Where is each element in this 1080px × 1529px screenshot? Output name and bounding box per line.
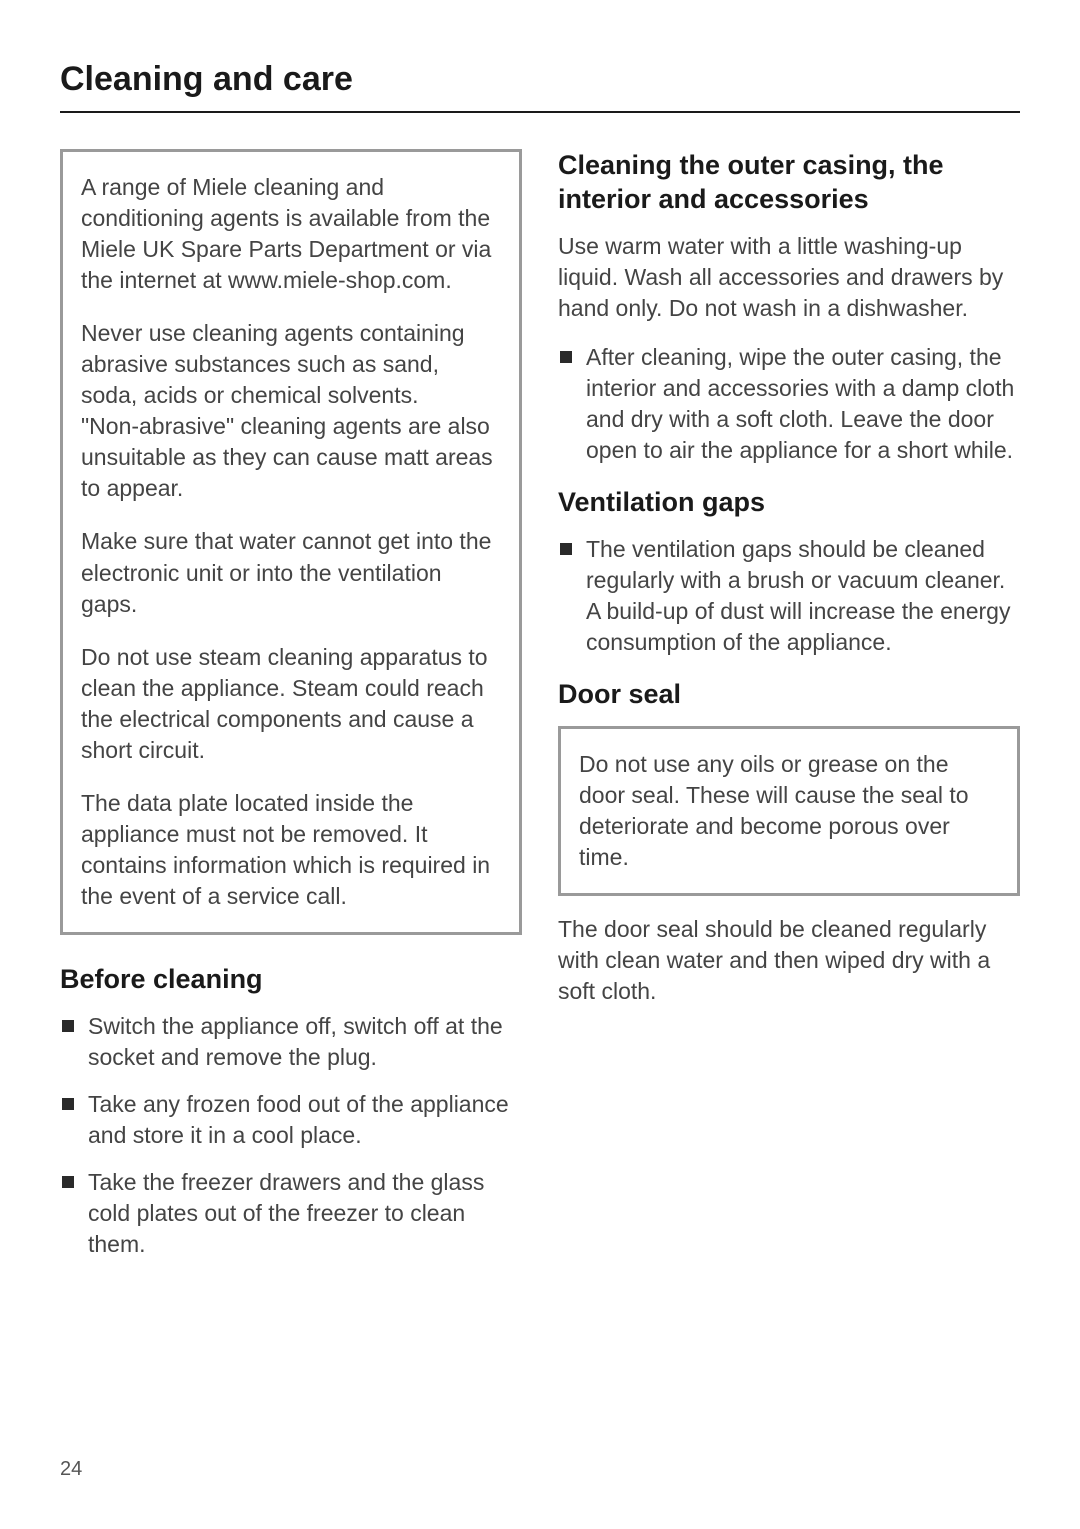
box-para: Do not use any oils or grease on the doo…	[579, 749, 999, 873]
box-para: Never use cleaning agents containing abr…	[81, 318, 501, 504]
right-column: Cleaning the outer casing, the interior …	[558, 149, 1020, 1280]
ventilation-heading: Ventilation gaps	[558, 486, 1020, 520]
outer-casing-heading: Cleaning the outer casing, the interior …	[558, 149, 1020, 217]
outer-casing-list: After cleaning, wipe the outer casing, t…	[558, 342, 1020, 466]
content-columns: A range of Miele cleaning and conditioni…	[60, 149, 1020, 1280]
outer-casing-intro: Use warm water with a little washing-up …	[558, 231, 1020, 324]
box-para: Make sure that water cannot get into the…	[81, 526, 501, 619]
list-item: The ventilation gaps should be cleaned r…	[558, 534, 1020, 658]
box-para: Do not use steam cleaning apparatus to c…	[81, 642, 501, 766]
door-seal-after: The door seal should be cleaned regularl…	[558, 914, 1020, 1007]
list-item: Take the freezer drawers and the glass c…	[60, 1167, 522, 1260]
page-number: 24	[60, 1458, 82, 1481]
page-title: Cleaning and care	[60, 60, 1020, 99]
title-divider	[60, 111, 1020, 113]
before-cleaning-list: Switch the appliance off, switch off at …	[60, 1011, 522, 1260]
door-seal-heading: Door seal	[558, 678, 1020, 712]
box-para: A range of Miele cleaning and conditioni…	[81, 172, 501, 296]
left-column: A range of Miele cleaning and conditioni…	[60, 149, 522, 1280]
ventilation-list: The ventilation gaps should be cleaned r…	[558, 534, 1020, 658]
list-item: After cleaning, wipe the outer casing, t…	[558, 342, 1020, 466]
list-item: Take any frozen food out of the applianc…	[60, 1089, 522, 1151]
door-seal-box: Do not use any oils or grease on the doo…	[558, 726, 1020, 896]
cleaning-agents-box: A range of Miele cleaning and conditioni…	[60, 149, 522, 935]
box-para: The data plate located inside the applia…	[81, 788, 501, 912]
list-item: Switch the appliance off, switch off at …	[60, 1011, 522, 1073]
before-cleaning-heading: Before cleaning	[60, 963, 522, 997]
